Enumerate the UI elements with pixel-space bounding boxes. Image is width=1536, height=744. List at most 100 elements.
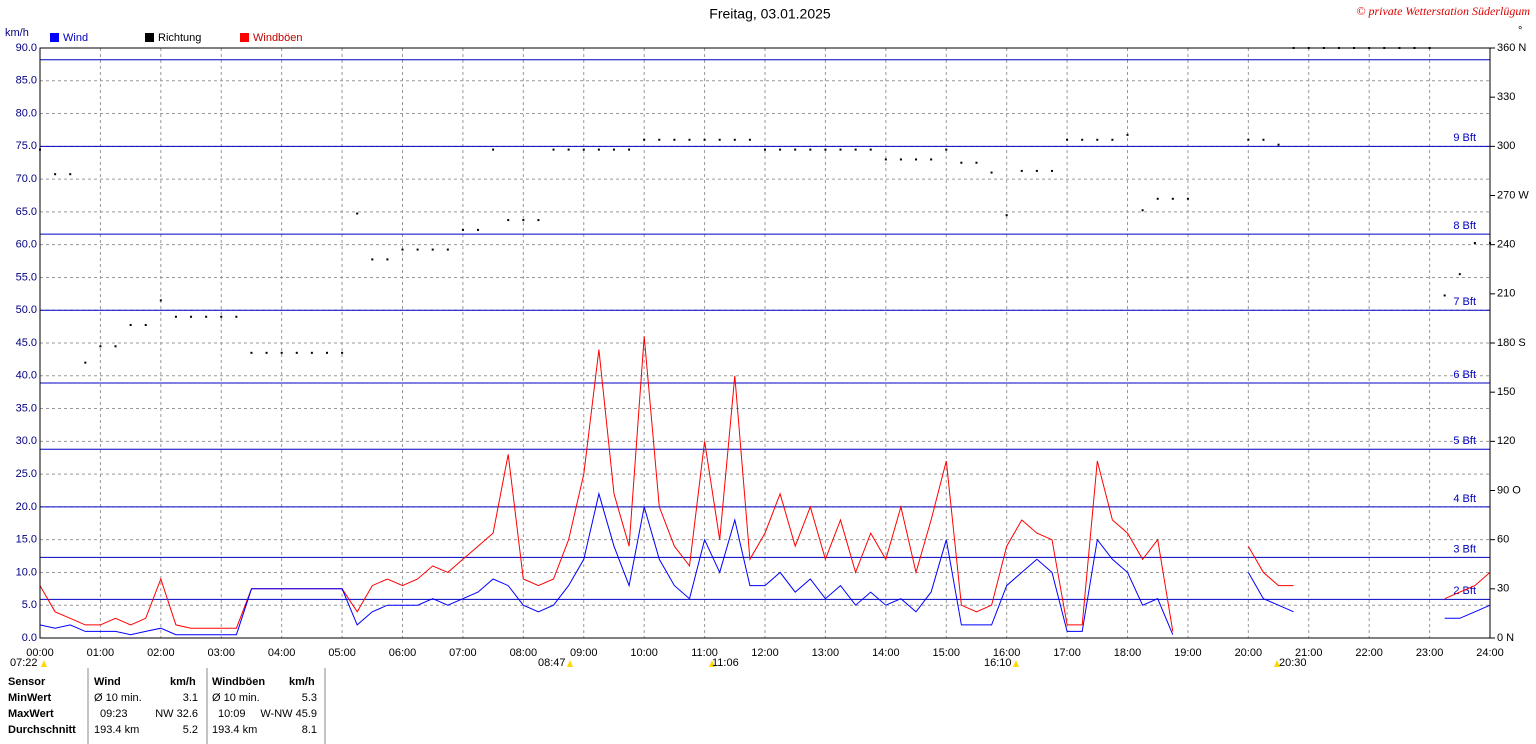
y-tick-label: 30.0 [16,435,37,447]
series-line [39,491,1491,636]
direction-point [1141,209,1144,212]
direction-point [854,148,857,151]
legend-label: Richtung [158,32,201,44]
direction-point [960,161,963,164]
direction-point [733,138,736,141]
direction-point [567,148,570,151]
beaufort-label: 6 Bft [1453,369,1476,381]
direction-point [190,315,193,318]
direction-point [310,351,313,354]
direction-point [779,148,782,151]
direction-point [174,315,177,318]
direction-point [703,138,706,141]
y2-tick-label: 270 W [1497,189,1529,201]
x-tick-label: 02:00 [147,647,175,659]
table-header: km/h [289,676,315,688]
x-tick-label: 06:00 [389,647,417,659]
table-cell: 3.1 [183,692,198,704]
event-marker [1013,660,1019,667]
y-tick-label: 10.0 [16,566,37,578]
direction-point [597,148,600,151]
direction-point [1050,169,1053,172]
table-cell: Ø 10 min. [94,692,142,704]
direction-point [446,248,449,251]
legend-swatch [50,33,59,42]
y-tick-label: 40.0 [16,370,37,382]
direction-point [839,148,842,151]
y-tick-label: 70.0 [16,173,37,185]
x-tick-label: 24:00 [1476,647,1504,659]
direction-point [990,171,993,174]
direction-point [461,228,464,231]
y2-tick-label: 180 S [1497,337,1526,349]
y2-tick-label: 210 [1497,288,1515,300]
direction-point [69,173,72,176]
event-label: 16:10 [984,657,1012,669]
direction-point [416,248,419,251]
direction-point [492,148,495,151]
direction-point [1111,138,1114,141]
table-cell: 10:09 [218,708,246,720]
direction-point [250,351,253,354]
y-tick-label: 60.0 [16,239,37,251]
table-cell: MinWert [8,692,52,704]
direction-point [205,315,208,318]
direction-point [1126,133,1129,136]
x-tick-label: 21:00 [1295,647,1323,659]
direction-point [1277,143,1280,146]
direction-point [507,219,510,222]
table-cell: NW 32.6 [155,708,198,720]
direction-point [748,138,751,141]
table-header: km/h [170,676,196,688]
direction-point [1171,197,1174,200]
table-cell: W-NW 45.9 [260,708,317,720]
direction-point [159,299,162,302]
direction-point [1081,138,1084,141]
series-line [39,336,1491,632]
beaufort-label: 5 Bft [1453,435,1476,447]
x-tick-label: 04:00 [268,647,296,659]
x-tick-label: 09:00 [570,647,598,659]
direction-point [643,138,646,141]
y2-tick-label: 120 [1497,435,1515,447]
direction-point [84,361,87,364]
x-tick-label: 05:00 [328,647,356,659]
y-tick-label: 20.0 [16,501,37,513]
direction-point [930,158,933,161]
x-tick-label: 15:00 [932,647,960,659]
table-cell: Durchschnitt [8,724,76,736]
direction-point [54,173,57,176]
direction-point [884,158,887,161]
x-tick-label: 14:00 [872,647,900,659]
y2-tick-label: 240 [1497,239,1515,251]
beaufort-label: 2 Bft [1453,585,1476,597]
beaufort-label: 7 Bft [1453,296,1476,308]
x-tick-label: 01:00 [87,647,115,659]
direction-point [1186,197,1189,200]
table-header: Sensor [8,676,46,688]
direction-point [356,212,359,215]
table-header: Wind [94,676,121,688]
direction-point [522,219,525,222]
y2-tick-label: 60 [1497,534,1509,546]
legend-label: Wind [63,32,88,44]
direction-point [99,345,102,348]
y2-axis-label: ° [1518,25,1522,37]
table-cell: 09:23 [100,708,128,720]
direction-point [945,148,948,151]
direction-point [764,148,766,151]
y2-tick-label: 30 [1497,583,1509,595]
direction-point [1066,138,1069,141]
x-tick-label: 08:00 [510,647,538,659]
beaufort-label: 4 Bft [1453,493,1476,505]
x-tick-label: 13:00 [812,647,840,659]
y2-tick-label: 90 O [1497,484,1521,496]
direction-point [265,351,268,354]
y-tick-label: 45.0 [16,337,37,349]
plot-border [39,47,1491,639]
direction-point [612,148,615,151]
direction-point [295,351,298,354]
direction-point [341,351,344,354]
direction-point [552,148,555,151]
